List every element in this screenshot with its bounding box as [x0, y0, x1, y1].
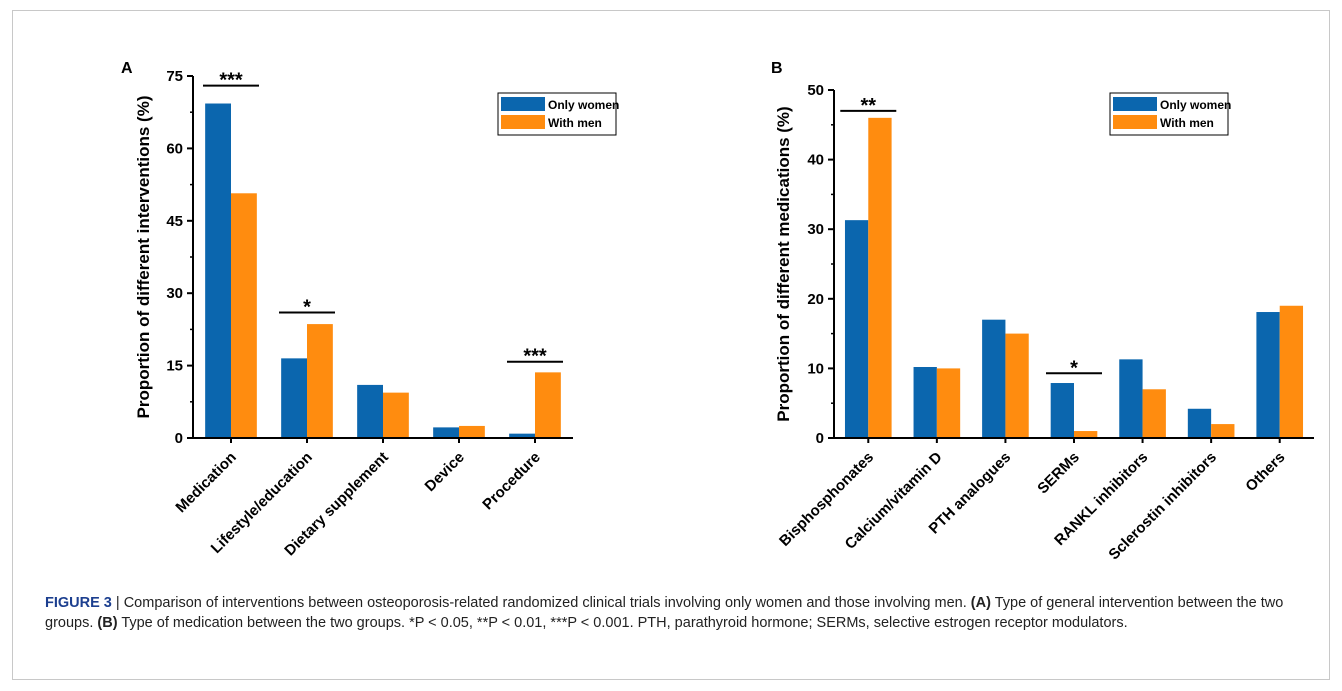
x-tick-label: Procedure: [479, 449, 543, 513]
bar-only-women-0: [205, 103, 231, 439]
legend-swatch: [1113, 97, 1157, 111]
bar-only-women-5: [1187, 408, 1212, 438]
caption-intro: Comparison of interventions between oste…: [123, 595, 971, 611]
y-tick-label: 20: [807, 291, 824, 308]
y-axis-title: Proportion of different medications (%): [774, 106, 793, 421]
y-axis-title: Proportion of different interventions (%…: [134, 96, 153, 419]
figure-caption: FIGURE 3 | Comparison of interventions b…: [45, 593, 1325, 633]
bar-with-men-0: [868, 117, 892, 438]
bar-with-men-2: [1005, 333, 1029, 438]
bar-only-women-4: [509, 433, 535, 438]
significance-label: ***: [219, 70, 243, 92]
bar-with-men-4: [1142, 389, 1166, 438]
legend: Only women With men: [497, 92, 619, 136]
y-tick-label: 30: [807, 221, 824, 238]
legend-label: Only women: [1160, 98, 1231, 112]
significance-label: ***: [523, 346, 547, 368]
y-tick-label: 30: [166, 285, 183, 302]
caption-separator: |: [111, 595, 124, 611]
y-tick-label: 40: [807, 152, 824, 169]
bar-with-men-1: [307, 324, 333, 438]
bar-only-women-1: [913, 367, 937, 438]
legend-swatch: [501, 97, 545, 111]
x-tick-label: Medication: [172, 449, 239, 516]
panel-label: B: [771, 60, 783, 77]
bar-with-men-1: [936, 368, 961, 438]
caption-b-label: (B): [97, 615, 118, 631]
caption-a-text: Type of general intervention between the…: [45, 595, 1284, 631]
figure-canvas: A01530456075MedicationLifestyle/educatio…: [121, 60, 1314, 563]
chart-panel-a: A01530456075MedicationLifestyle/educatio…: [121, 60, 619, 559]
bar-only-women-3: [1050, 383, 1074, 438]
y-tick-label: 50: [807, 82, 824, 99]
bar-only-women-1: [281, 358, 307, 438]
panel-label: A: [121, 60, 133, 77]
caption-a-label: (A): [970, 595, 991, 611]
y-tick-label: 15: [166, 358, 183, 375]
x-tick-label: SERMs: [1034, 449, 1083, 498]
bar-with-men-2: [383, 392, 409, 438]
bar-with-men-5: [1211, 424, 1235, 438]
bar-only-women-2: [982, 319, 1006, 438]
y-tick-label: 0: [175, 430, 183, 447]
bar-with-men-3: [1074, 431, 1098, 438]
legend-label: Only women: [548, 98, 619, 112]
y-tick-label: 10: [807, 360, 824, 377]
legend-label: With men: [1160, 116, 1214, 130]
bar-only-women-4: [1119, 359, 1143, 438]
y-tick-label: 60: [166, 140, 183, 157]
legend: Only women With men: [1109, 92, 1231, 136]
y-tick-label: 45: [166, 213, 183, 230]
figure-frame: A 0 15 30 45 60 75 Medication Lifestyle/educatio…: [12, 10, 1330, 680]
bar-with-men-6: [1279, 305, 1304, 438]
caption-figure-label: FIGURE 3: [45, 595, 112, 611]
caption-b-text: Type of medication between the two group…: [117, 615, 1128, 631]
bar-with-men-4: [535, 372, 561, 438]
legend-swatch: [1113, 115, 1157, 129]
legend-swatch: [501, 115, 545, 129]
chart-panel-b: B01020304050BisphosphonatesCalcium/vitam…: [771, 60, 1314, 563]
x-tick-label: Others: [1242, 449, 1288, 495]
x-tick-label: Device: [422, 449, 468, 495]
legend-label: With men: [548, 116, 602, 130]
significance-label: **: [860, 95, 876, 117]
bar-only-women-2: [357, 384, 383, 438]
bar-with-men-0: [231, 193, 257, 438]
y-tick-label: 0: [816, 430, 824, 447]
bar-only-women-0: [844, 220, 869, 438]
bar-only-women-3: [433, 427, 459, 438]
significance-label: *: [303, 297, 311, 319]
bar-with-men-3: [459, 425, 485, 438]
y-tick-label: 75: [166, 68, 183, 85]
bar-only-women-6: [1256, 312, 1280, 438]
significance-label: *: [1070, 357, 1078, 379]
